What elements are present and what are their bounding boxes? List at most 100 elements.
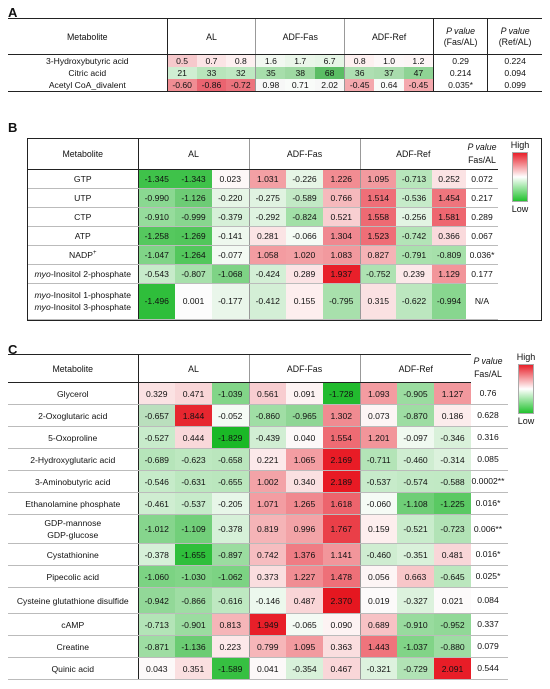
heatmap-cell: 32 (226, 66, 256, 79)
metabolite-name: ATP (28, 226, 138, 246)
heatmap-cell: 0.742 (248, 543, 286, 566)
table-row: 5-Oxoproline -0.527 0.444 -1.829 -0.439 0.040… (8, 426, 472, 449)
heatmap-cell: -1.109 (175, 514, 212, 544)
header-group-adf-fas: ADF-Fas (248, 354, 361, 383)
heatmap-cell: 0.155 (286, 283, 323, 320)
header-group-al: AL (137, 139, 249, 170)
heatmap-cell: 0.073 (359, 404, 398, 427)
heatmap-cell: 0.021 (434, 587, 472, 614)
p-value-cell: 0.035* (432, 78, 488, 92)
heatmap-cell: -0.711 (359, 448, 398, 471)
table-row: Citric acid 21 33 32 35 38 68 36 37 47 0.214 0.094 (8, 66, 542, 79)
heatmap-cell: -0.412 (248, 283, 286, 320)
heatmap-cell: -1.060 (137, 565, 175, 588)
heatmap-cell: -0.942 (137, 587, 175, 614)
heatmap-cell: -1.829 (212, 426, 249, 449)
heatmap-cell: 0.041 (248, 657, 286, 680)
table-row: CTP -0.910 -0.999 -0.379 -0.292 -0.824 0.521 1.… (28, 207, 467, 227)
heatmap-cell: -0.657 (137, 404, 175, 427)
p-value-cell: N/A (466, 283, 498, 320)
heatmap-cell: 0.023 (212, 169, 249, 189)
heatmap-cell: -0.809 (432, 245, 467, 265)
heatmap-cell: 0.444 (175, 426, 212, 449)
table-row: 2-Oxoglutaric acid -0.657 1.844 -0.052 -0.86… (8, 404, 472, 427)
heatmap-cell: -1.039 (212, 382, 249, 405)
p-value-cell: 0.628 (468, 404, 508, 427)
p-value-label: P value (500, 25, 530, 36)
heatmap-cell: -1.126 (175, 188, 212, 208)
metabolite-name: Citric acid (68, 67, 107, 78)
heatmap-cell: 0.001 (175, 283, 212, 320)
heatmap-cell: 1.767 (323, 514, 361, 544)
heatmap-cell: 2.169 (323, 448, 361, 471)
heatmap-cell: -0.910 (397, 613, 435, 636)
heatmap-cell: 0.663 (397, 565, 435, 588)
heatmap-cell: -1.655 (175, 543, 212, 566)
heatmap-cell: 0.056 (359, 565, 398, 588)
heatmap-cell: 1.058 (248, 245, 286, 265)
heatmap-cell: -0.536 (396, 188, 433, 208)
heatmap-cell: -0.351 (397, 543, 435, 566)
heatmap-cell: -0.45 (344, 78, 375, 92)
heatmap-cell: -0.791 (396, 245, 433, 265)
heatmap-cell: 1.558 (359, 207, 397, 227)
heatmap-cell: 68 (315, 66, 345, 79)
metabolite-name: NADP+ (28, 245, 138, 265)
heatmap-cell: -0.327 (397, 587, 435, 614)
heatmap-cell: 36 (344, 66, 375, 79)
heatmap-cell: 2.02 (315, 78, 345, 92)
header-metabolite: Metabolite (8, 18, 168, 55)
heatmap-cell: 1.226 (323, 169, 361, 189)
heatmap-cell: 1.093 (359, 382, 398, 405)
table-row: ATP -1.258 -1.269 -0.141 0.281 -0.066 1.304 1.5… (28, 226, 467, 246)
table-row: 2-Hydroxyglutaric acid -0.689 -0.623 -0.658… (8, 448, 472, 471)
heatmap-cell: 0.766 (323, 188, 361, 208)
heatmap-cell: -0.275 (248, 188, 286, 208)
p-value-cell: 0.29 (432, 54, 488, 67)
heatmap-cell: -1.264 (175, 245, 212, 265)
table-row: Quinic acid 0.043 0.351 -1.589 0.041 -0.354 0.… (8, 657, 472, 680)
heatmap-cell: -0.439 (248, 426, 286, 449)
header-metabolite: Metabolite (8, 354, 138, 383)
p-value-cell: 0.084 (468, 587, 508, 614)
heatmap-cell: 0.467 (323, 657, 361, 680)
heatmap-cell: 0.239 (396, 264, 433, 284)
heatmap-cell: 0.71 (285, 78, 316, 92)
heatmap-cell: -0.824 (286, 207, 323, 227)
heatmap-cell: 0.5 (166, 54, 197, 67)
heatmap-cell: -0.965 (286, 404, 323, 427)
heatmap-cell: 0.019 (359, 587, 398, 614)
p-value-sub: Fas/AL (474, 369, 502, 379)
heatmap-cell: -1.269 (175, 226, 212, 246)
metabolite-name: Acetyl CoA_divalent (8, 78, 168, 92)
p-value-cell: 0.099 (487, 78, 542, 92)
heatmap-cell: -0.631 (175, 470, 212, 493)
heatmap-cell: -0.866 (175, 587, 212, 614)
metabolite-name: Glycerol (8, 382, 138, 405)
heatmap-cell: 0.091 (286, 382, 323, 405)
p-value-cell: 0.316 (468, 426, 508, 449)
heatmap-cell: 1.0 (374, 54, 404, 67)
heatmap-cell: 0.281 (248, 226, 286, 246)
heatmap-cell: 2.370 (323, 587, 361, 614)
heatmap-cell: -0.870 (397, 404, 435, 427)
heatmap-cell: 1.127 (434, 382, 472, 405)
p-value-cell: 0.0002** (468, 470, 508, 493)
heatmap-cell: 1.844 (175, 404, 212, 427)
header-metabolite: Metabolite (28, 139, 138, 170)
heatmap-cell: 0.043 (137, 657, 175, 680)
heatmap-cell: -0.256 (396, 207, 433, 227)
p-value-cell: 0.079 (468, 635, 508, 658)
heatmap-cell: 1.065 (286, 448, 323, 471)
heatmap-cell: 2.091 (434, 657, 472, 680)
heatmap-cell: -0.990 (137, 188, 175, 208)
heatmap-cell: -1.589 (212, 657, 249, 680)
legend-low-label: Low (517, 416, 535, 426)
heatmap-cell: -1.062 (212, 565, 249, 588)
table-row: Ethanolamine phosphate -0.461 -0.537 -0.205… (8, 492, 472, 515)
heatmap-cell: 0.366 (432, 226, 467, 246)
heatmap-cell: -1.343 (175, 169, 212, 189)
panel-b-letter: B (8, 120, 18, 135)
heatmap-cell: -0.546 (137, 470, 175, 493)
heatmap-cell: -0.589 (286, 188, 323, 208)
